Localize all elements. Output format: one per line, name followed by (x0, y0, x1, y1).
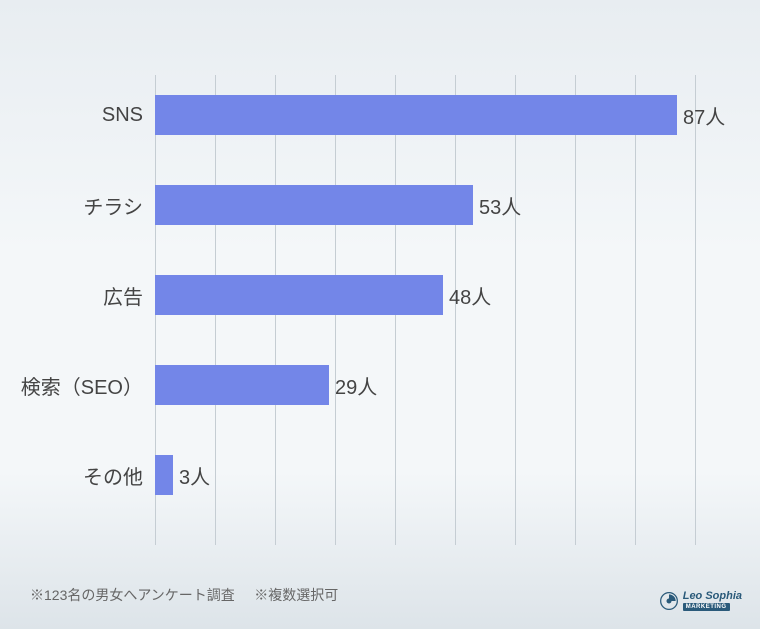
footnote: ※123名の男女へアンケート調査 ※複数選択可 (30, 585, 338, 605)
bar (155, 95, 677, 135)
footnote-text-1: ※123名の男女へアンケート調査 (30, 587, 235, 603)
gridline (695, 75, 696, 545)
bar-value-label: 48人 (449, 281, 491, 310)
chart-area: SNS87人チラシ53人広告48人検索（SEO）29人その他3人 (155, 75, 695, 545)
brand-subtitle: MARKETING (683, 603, 730, 611)
brand-name: Leo Sophia (683, 591, 742, 602)
brand-logo-text: Leo Sophia MARKETING (683, 591, 742, 611)
bar-category-label: チラシ (83, 191, 143, 220)
bar-category-label: SNS (102, 104, 143, 127)
bar-value-label: 29人 (335, 371, 377, 400)
bar-row: SNS87人 (155, 95, 725, 135)
bar-row: 広告48人 (155, 275, 491, 315)
bar (155, 275, 443, 315)
brand-logo-icon (659, 591, 679, 611)
bar-category-label: 広告 (103, 281, 143, 310)
gridline (635, 75, 636, 545)
bar-row: 検索（SEO）29人 (155, 365, 377, 405)
bar (155, 365, 329, 405)
bar-value-label: 53人 (479, 191, 521, 220)
bar-row: チラシ53人 (155, 185, 521, 225)
bar-row: その他3人 (155, 455, 210, 495)
brand-logo: Leo Sophia MARKETING (659, 591, 742, 611)
bar-value-label: 87人 (683, 101, 725, 130)
footnote-text-2: ※複数選択可 (254, 587, 338, 603)
bar (155, 455, 173, 495)
bar-value-label: 3人 (179, 461, 210, 490)
bar-category-label: 検索（SEO） (21, 371, 143, 400)
bar-category-label: その他 (83, 461, 143, 490)
bar (155, 185, 473, 225)
gridline (515, 75, 516, 545)
gridline (575, 75, 576, 545)
